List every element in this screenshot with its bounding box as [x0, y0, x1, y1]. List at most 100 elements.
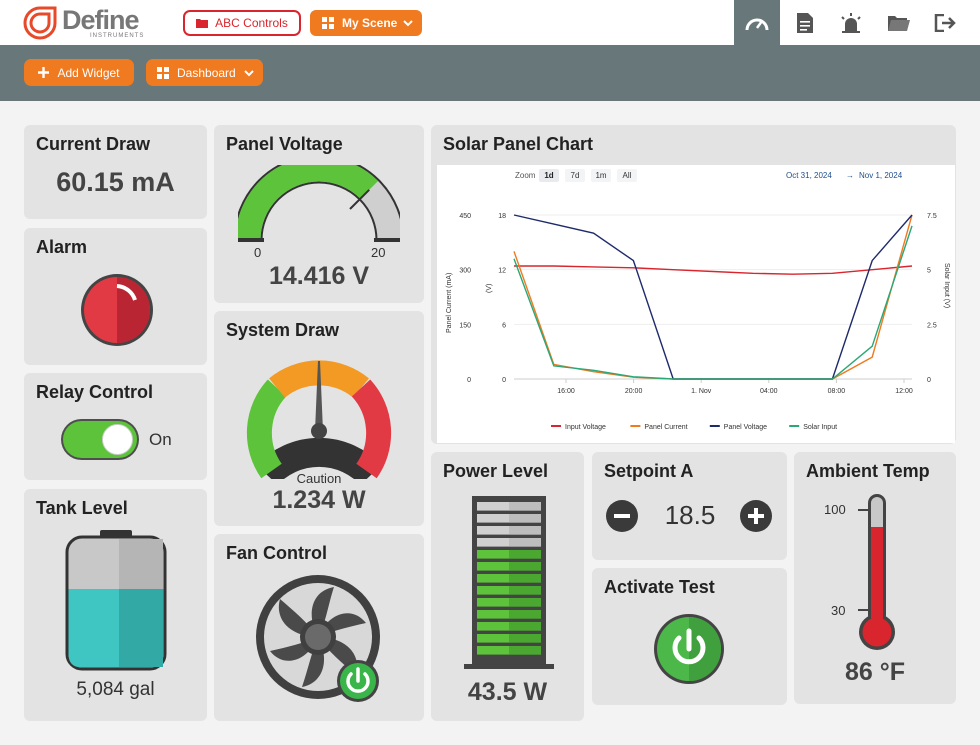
system-draw-value: 1.234 W: [272, 486, 366, 514]
widget-title: Alarm: [36, 237, 88, 257]
widget-title: Activate Test: [604, 577, 715, 597]
y-tick-label: 2.5: [927, 322, 937, 329]
increment-button[interactable]: [740, 500, 772, 532]
power-segment-shade: [509, 610, 541, 619]
power-segment-shade: [509, 526, 541, 535]
tab-document[interactable]: [782, 0, 828, 45]
chevron-down-icon: [403, 20, 413, 27]
power-level-value: 43.5 W: [467, 678, 548, 706]
legend-label[interactable]: Panel Current: [644, 424, 687, 431]
tab-logout[interactable]: [922, 0, 968, 45]
date-range-separator: →: [846, 171, 854, 180]
x-tick-label: 12:00: [895, 388, 913, 395]
activate-test-button[interactable]: [653, 613, 725, 685]
zoom-option[interactable]: 1d: [544, 171, 553, 180]
solar-chart-widget: Solar Panel Chart Zoom 1d 7d 1m All Oct …: [431, 125, 956, 444]
date-range-from[interactable]: Oct 31, 2024: [786, 171, 832, 180]
legend-label[interactable]: Input Voltage: [565, 424, 606, 431]
y-axis-title: Solar Input (V): [943, 263, 950, 308]
thermo-tick-high: 100: [824, 502, 846, 517]
folder-icon: [888, 15, 910, 31]
brand-name: Define: [62, 5, 140, 35]
widget-title: Panel Voltage: [226, 134, 343, 154]
tab-folder[interactable]: [876, 0, 922, 45]
zoom-all-button[interactable]: [617, 169, 637, 182]
power-segment-shade: [509, 574, 541, 583]
panel-voltage-gauge: [238, 165, 400, 242]
power-segment-shade: [509, 502, 541, 511]
power-segment-shade: [509, 562, 541, 571]
series-line: [513, 225, 913, 380]
zoom-1d-button[interactable]: [539, 169, 559, 182]
alarm-light-icon: [841, 12, 861, 33]
y-tick-label: 0: [467, 377, 471, 384]
x-tick-label: 04:00: [760, 388, 778, 395]
widget-title: Setpoint A: [604, 461, 694, 481]
fan-control-widget: Fan Control: [214, 534, 424, 721]
power-bar-base: [464, 664, 554, 669]
widget-title: Solar Panel Chart: [443, 134, 594, 154]
y-tick-label: 0: [502, 377, 506, 384]
legend-label[interactable]: Panel Voltage: [724, 424, 767, 431]
project-button-label: ABC Controls: [215, 16, 288, 30]
document-icon: [797, 12, 813, 33]
zoom-option[interactable]: 1m: [595, 171, 606, 180]
project-button[interactable]: ABC Controls: [183, 10, 301, 36]
current-draw-widget: Current Draw 60.15 mA: [24, 125, 207, 219]
fan-power-icon[interactable]: [336, 659, 380, 703]
tab-alarm[interactable]: [828, 0, 874, 45]
widget-title: Ambient Temp: [806, 461, 930, 481]
widget-title: System Draw: [226, 320, 340, 340]
series-line: [514, 265, 913, 275]
chart-panel: Zoom 1d 7d 1m All Oct 31, 2024 → Nov 1, …: [437, 165, 955, 443]
activate-test-widget: Activate Test: [592, 568, 787, 705]
power-level-bar: [464, 496, 554, 669]
fan-graphic[interactable]: [256, 575, 384, 703]
brand-logo[interactable]: Define INSTRUMENTS: [22, 5, 157, 41]
zoom-7d-button[interactable]: [565, 169, 585, 182]
power-segment-shade: [509, 514, 541, 523]
zoom-option[interactable]: All: [623, 171, 632, 180]
logout-icon: [934, 13, 956, 32]
scene-grid-icon: [322, 17, 334, 29]
x-tick-label: 1. Nov: [691, 388, 712, 395]
y-tick-label: 5: [927, 268, 931, 275]
date-range-to[interactable]: Nov 1, 2024: [859, 171, 903, 180]
decrement-button[interactable]: [606, 500, 638, 532]
tank-level-widget: Tank Level 5,084 gal: [24, 489, 207, 721]
x-tick-label: 20:00: [625, 388, 643, 395]
scene-dropdown[interactable]: My Scene: [310, 10, 422, 36]
y-tick-label: 300: [459, 268, 471, 275]
power-segment-shade: [509, 598, 541, 607]
y-tick-label: 0: [927, 377, 931, 384]
widget-title: Current Draw: [36, 134, 151, 154]
dashboard-dropdown-label: Dashboard: [177, 65, 236, 80]
add-widget-button[interactable]: Add Widget: [24, 59, 134, 86]
thermometer-graphic: [858, 494, 895, 650]
zoom-option[interactable]: 7d: [571, 171, 580, 180]
system-draw-status: Caution: [296, 471, 342, 486]
toggle-knob: [102, 424, 133, 455]
zoom-1m-button[interactable]: [591, 169, 611, 182]
ambient-temp-value: 86 °F: [844, 658, 906, 686]
panel-voltage-value: 14.416 V: [268, 262, 370, 290]
plus-icon: [38, 67, 50, 78]
power-segment-shade: [509, 550, 541, 559]
relay-toggle[interactable]: [61, 419, 139, 460]
ambient-temp-widget: Ambient Temp 100 30 86 °F: [794, 452, 956, 704]
top-bar: Define INSTRUMENTS ABC Controls My Scene: [0, 0, 980, 45]
legend-label[interactable]: Solar Input: [803, 424, 837, 431]
gauge-min-label: 0: [254, 245, 262, 260]
folder-icon: [196, 19, 209, 28]
dashboard-dropdown[interactable]: Dashboard: [146, 59, 263, 86]
define-logo-icon: [23, 6, 57, 40]
widget-title: Tank Level: [36, 498, 128, 518]
current-draw-value: 60.15 mA: [56, 167, 175, 197]
power-segment-shade: [509, 586, 541, 595]
power-segment-shade: [509, 538, 541, 547]
power-segment-shade: [509, 646, 541, 655]
tab-gauge[interactable]: [734, 0, 780, 45]
setpoint-value[interactable]: 18.5: [664, 500, 716, 530]
widget-title: Fan Control: [226, 543, 327, 563]
x-tick-label: 08:00: [828, 388, 846, 395]
